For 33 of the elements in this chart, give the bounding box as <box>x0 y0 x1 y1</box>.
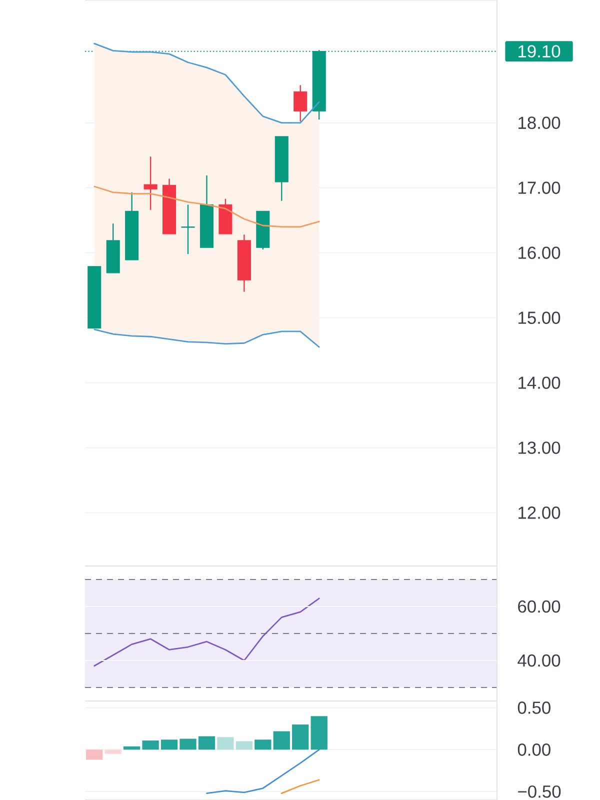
bar <box>86 750 103 760</box>
y-tick-label: 12.00 <box>518 506 560 519</box>
y-tick-label: 15.00 <box>518 312 560 324</box>
y-tick-label: 0.50 <box>518 702 550 714</box>
line-series <box>94 42 320 124</box>
y-tick-label: 17.00 <box>518 182 560 194</box>
line-series <box>206 748 320 794</box>
y-tick-label: 18.00 <box>518 116 560 129</box>
y-tick-label: 0.00 <box>518 744 550 756</box>
y-tick-label: 13.00 <box>518 442 560 454</box>
ref-line-label: 19.10 <box>518 45 560 58</box>
bar <box>236 741 253 750</box>
line-series <box>94 328 320 348</box>
line-series <box>94 186 320 228</box>
line-series <box>94 598 320 667</box>
bar <box>198 736 216 750</box>
candlestick <box>144 156 158 210</box>
y-tick-label: −0.50 <box>518 785 561 798</box>
bar <box>292 724 309 750</box>
bar <box>180 738 196 750</box>
y-tick-label: 14.00 <box>518 376 560 389</box>
bar <box>254 740 272 750</box>
bar <box>310 716 328 750</box>
bar <box>217 737 234 750</box>
bar <box>142 740 159 750</box>
bar <box>273 731 290 750</box>
bar <box>160 740 178 750</box>
candlestick <box>294 84 308 122</box>
bar <box>104 750 122 754</box>
y-tick-label: 16.00 <box>518 246 560 259</box>
candlestick <box>181 204 195 255</box>
y-tick-label: 60.00 <box>518 600 560 613</box>
y-tick-label: 40.00 <box>518 654 560 667</box>
